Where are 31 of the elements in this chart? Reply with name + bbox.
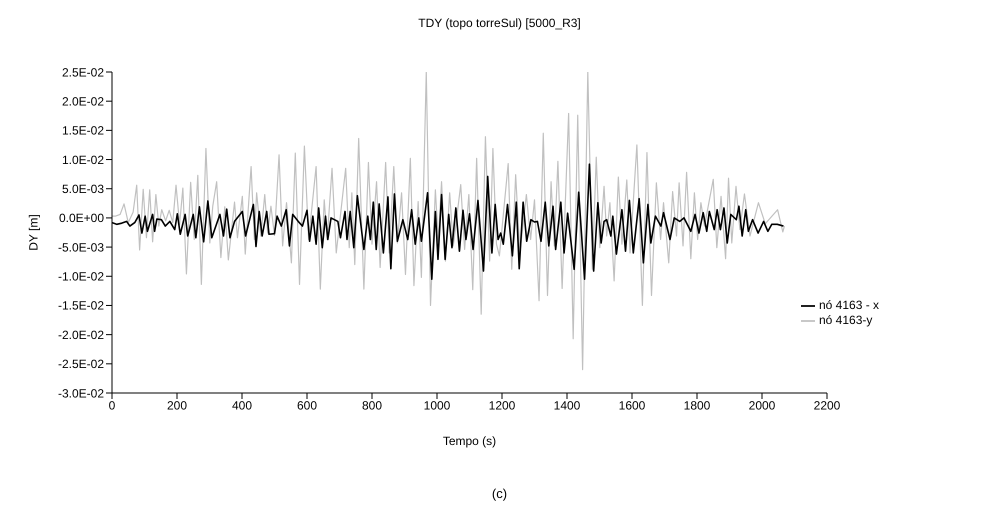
y-tick-label: -1.0E-02 (58, 270, 104, 284)
y-axis-title: DY [m] (26, 214, 40, 251)
x-axis-title: Tempo (s) (442, 434, 496, 448)
legend-label: nó 4163-y (819, 312, 872, 327)
x-tick-label: 1000 (424, 398, 451, 413)
x-tick-label: 400 (232, 398, 252, 413)
y-tick-label: -1.5E-02 (58, 298, 104, 313)
x-tick-label: 2200 (814, 398, 841, 413)
x-tick-label: 0 (108, 398, 116, 413)
x-tick-label: 800 (362, 398, 382, 413)
text: (c) (490, 486, 508, 501)
x-tick-label: 1600 (618, 398, 646, 413)
y-tick-label: -2.0E-02 (58, 328, 104, 342)
y-tick-label: 5.0E-03 (62, 182, 104, 196)
y-tick-label: -2.5E-02 (58, 357, 104, 372)
y-tick-label: -3.0E-02 (58, 386, 104, 400)
y-tick-label: -5.0E-03 (58, 240, 104, 254)
x-tick-label: 2000 (748, 398, 776, 413)
x-tick-label: 1800 (684, 398, 711, 413)
x-tick-label: 1400 (554, 398, 581, 413)
y-tick-label: 2.5E-02 (62, 65, 104, 80)
chart-title: TDY (topo torreSul) [5000_R3] (417, 16, 582, 30)
y-tick-label: 1.0E-02 (62, 152, 104, 167)
x-tick-label: 200 (166, 398, 188, 413)
x-tick-label: 600 (296, 398, 318, 413)
y-tick-label: 1.5E-02 (62, 124, 104, 138)
y-tick-label: 0.0E+00 (58, 211, 104, 226)
y-tick-label: 2.0E-02 (62, 94, 104, 108)
legend-label: nó 4163 - x (819, 298, 880, 312)
line-series (112, 72, 786, 370)
x-tick-label: 1200 (488, 398, 516, 413)
